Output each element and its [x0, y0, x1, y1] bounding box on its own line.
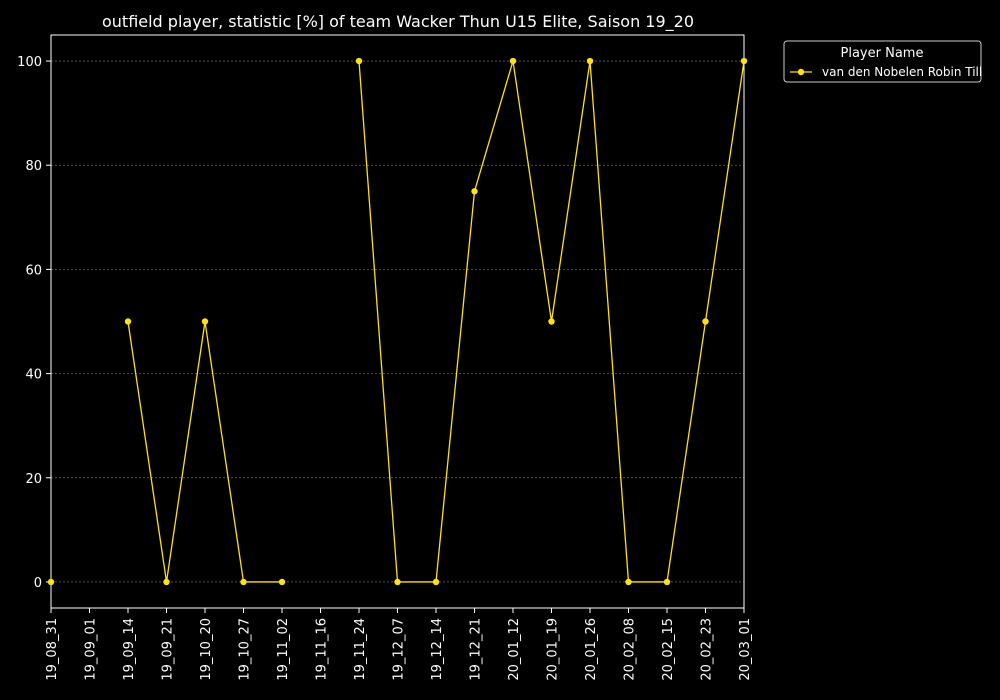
legend-title: Player Name: [841, 46, 924, 61]
x-tick-label: 20_02_15: [661, 618, 676, 681]
y-tick-label: 80: [25, 159, 42, 174]
chart-title: outfield player, statistic [%] of team W…: [102, 12, 694, 32]
x-tick-label: 19_12_21: [469, 618, 484, 681]
data-point: [47, 578, 55, 586]
y-tick-label: 60: [25, 263, 42, 278]
y-tick-label: 100: [17, 55, 42, 70]
x-tick-label: 19_09_01: [84, 618, 99, 681]
data-point: [163, 578, 170, 586]
x-tick-label: 20_01_12: [507, 618, 522, 681]
x-tick-label: 19_08_31: [45, 618, 60, 681]
data-point: [740, 57, 748, 65]
data-point: [625, 578, 632, 586]
x-tick-label: 20_02_08: [623, 618, 638, 681]
x-tick-label: 19_10_20: [199, 618, 214, 681]
x-tick-label: 19_09_14: [122, 618, 137, 681]
data-point: [355, 57, 363, 65]
data-point: [509, 57, 517, 65]
x-tick-label: 20_02_23: [700, 618, 715, 681]
data-point: [201, 318, 209, 325]
data-point: [278, 578, 286, 586]
y-tick-label: 0: [34, 576, 42, 591]
x-tick-label: 20_01_26: [584, 618, 599, 681]
x-tick-label: 20_01_19: [546, 618, 561, 681]
y-axis: 0 20 40 60 80 100: [17, 55, 51, 591]
y-tick-label: 20: [25, 472, 42, 487]
x-tick-label: 19_11_16: [315, 618, 330, 681]
data-point: [471, 188, 478, 195]
x-tick-label: 19_12_14: [430, 618, 445, 681]
data-point: [663, 578, 671, 586]
legend-marker-swatch: [797, 68, 805, 76]
legend-series-label: van den Nobelen Robin Till: [822, 65, 982, 79]
data-point: [586, 57, 594, 65]
legend-box: [783, 40, 982, 83]
x-tick-label: 19_12_07: [392, 618, 407, 681]
series-layer: [47, 57, 748, 586]
data-point: [124, 318, 132, 325]
legend: Player Name van den Nobelen Robin Till: [783, 40, 982, 83]
x-tick-label: 19_10_27: [238, 618, 253, 681]
x-tick-label: 19_11_24: [353, 618, 368, 681]
y-tick-label: 40: [25, 368, 42, 383]
x-tick-label: 19_09_21: [161, 618, 176, 681]
data-point: [702, 318, 709, 325]
data-point: [240, 578, 247, 586]
data-point: [548, 318, 555, 325]
data-point: [432, 578, 440, 586]
series-line: [127, 321, 282, 583]
plot-frame: [50, 34, 745, 609]
data-point: [394, 578, 401, 586]
x-axis: 19_08_31 19_09_01 19_09_14 19_09_21 19_10_20…: [45, 608, 753, 681]
x-tick-label: 19_11_02: [276, 618, 291, 681]
x-tick-label: 20_03_01: [738, 618, 753, 681]
